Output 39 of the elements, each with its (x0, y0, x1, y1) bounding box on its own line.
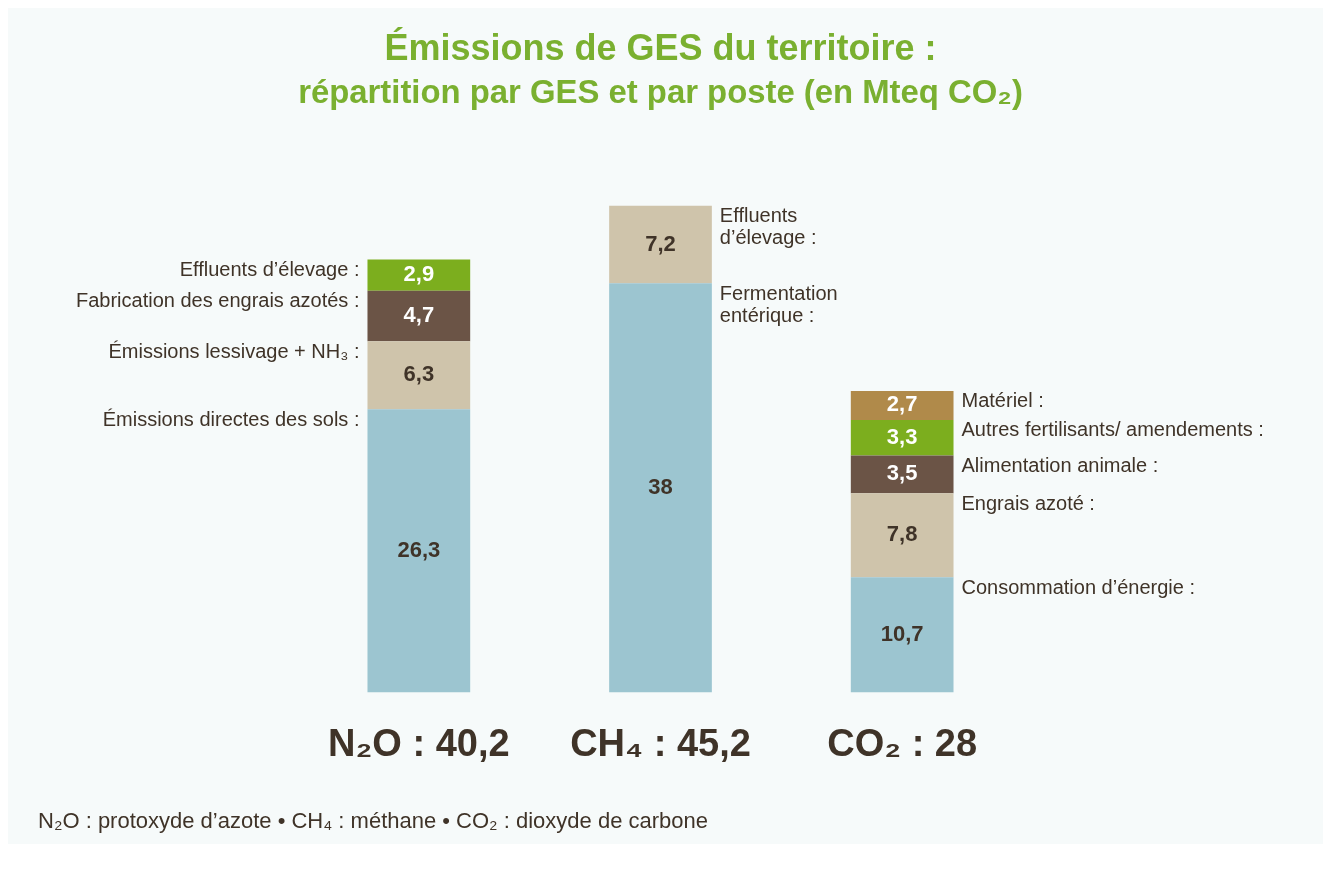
data-label: 6,3 (403, 361, 435, 387)
bar (850, 419, 954, 456)
annotation: Effluents d’élevage : (719, 204, 817, 249)
data-label: 26,3 (397, 536, 441, 562)
bar (367, 259, 471, 291)
data-label: 3,3 (886, 423, 918, 449)
data-label: 38 (648, 473, 673, 499)
annotation: Matériel : (961, 389, 1044, 412)
bar (850, 493, 954, 578)
text: N₂O : protoxyde d’azote • CH₄ : méthane • CO₂ : dioxyde de carbone (37, 808, 709, 835)
data-label: 10,7 (880, 620, 924, 646)
chart-subtitle: répartition par GES et par poste (en Mteq CO₂) (298, 72, 1023, 111)
bar (609, 283, 712, 693)
bar (850, 455, 954, 494)
data-label: 7,8 (886, 521, 918, 547)
bar (609, 205, 712, 284)
bar (367, 341, 471, 410)
data-label: 3,5 (886, 460, 918, 486)
bar (367, 290, 471, 342)
x-tick-label: N₂O : 40,2 (328, 721, 510, 764)
annotation: Autres fertilisants/ amendements : (961, 418, 1264, 441)
annotation: Alimentation animale : (961, 454, 1159, 477)
annotation: Effluents d’élevage : (179, 258, 360, 281)
data-label: 4,7 (403, 302, 435, 328)
annotation: Fermentation entérique : (719, 281, 838, 326)
annotation: Émissions lessivage + NH₃ : (108, 339, 360, 362)
data-label: 7,2 (645, 230, 676, 256)
bar (850, 577, 954, 693)
data-label: 2,7 (886, 391, 918, 417)
x-tick-label: CO₂ : 28 (827, 721, 978, 764)
bar (367, 409, 471, 693)
annotation: Consommation d’énergie : (961, 575, 1195, 598)
chart-title: Émissions de GES du territoire : (384, 26, 937, 68)
annotation: Fabrication des engrais azotés : (75, 289, 360, 312)
bar (850, 390, 954, 420)
x-tick-label: CH₄ : 45,2 (570, 721, 751, 764)
data-label: 2,9 (403, 261, 435, 287)
annotation: Émissions directes des sols : (102, 407, 360, 430)
annotation: Engrais azoté : (961, 491, 1095, 514)
